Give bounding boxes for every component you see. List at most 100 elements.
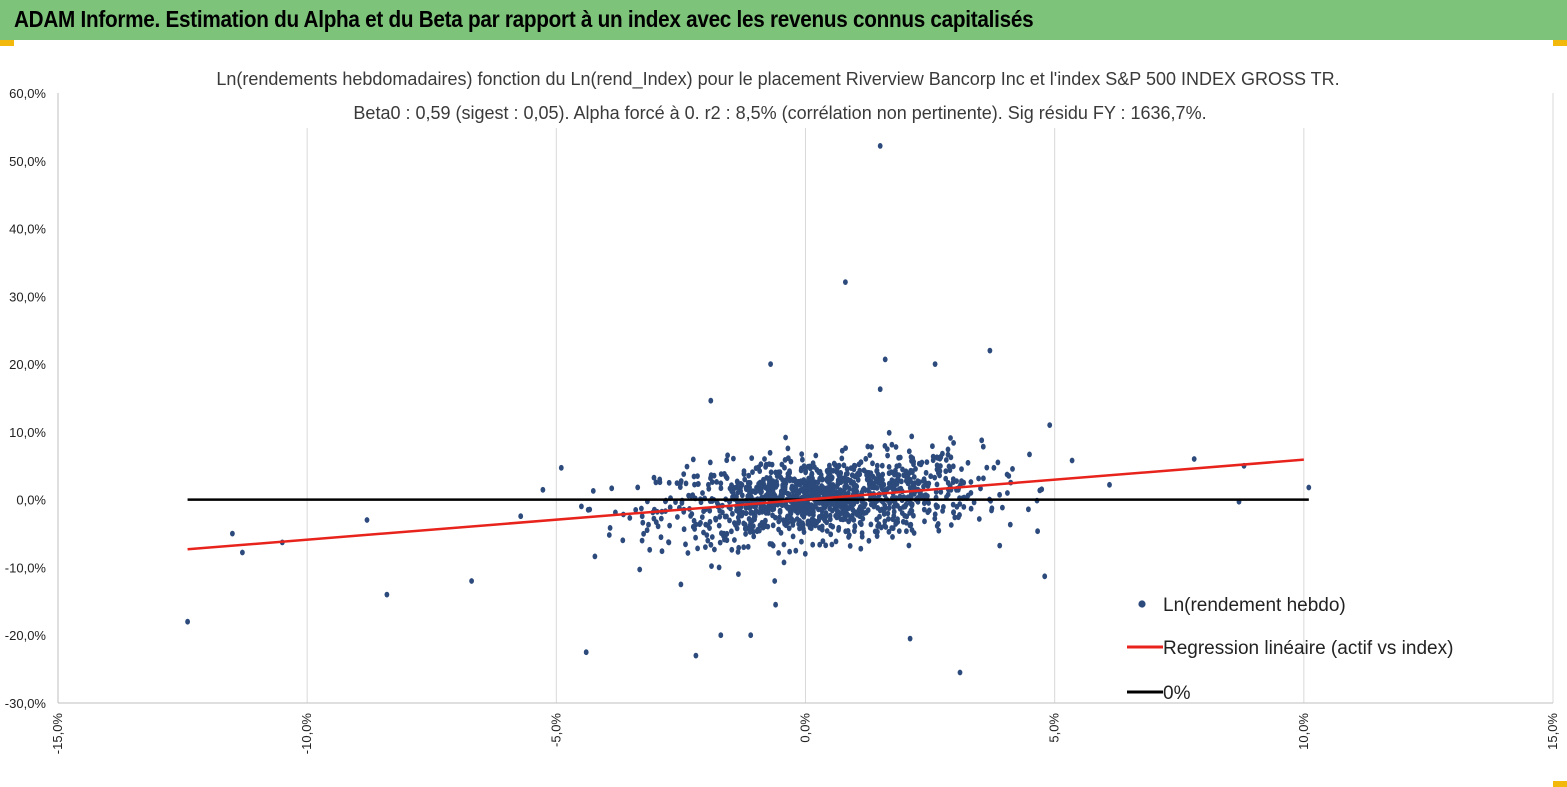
corner-accent-left (0, 40, 14, 46)
data-point (866, 469, 872, 476)
data-point (735, 549, 741, 555)
data-point (1306, 484, 1312, 491)
data-point (943, 468, 949, 475)
data-point (997, 542, 1003, 549)
data-point (583, 649, 589, 656)
data-point (830, 467, 836, 474)
data-point (968, 479, 974, 485)
data-point (810, 541, 816, 548)
data-point (987, 347, 993, 354)
data-point (957, 669, 963, 676)
data-point (1010, 466, 1015, 472)
data-point (878, 475, 883, 482)
data-point (847, 543, 853, 549)
data-point (695, 545, 700, 552)
chart-title-line1: Ln(rendements hebdomadaires) fonction du… (216, 69, 1339, 90)
data-point (639, 513, 645, 520)
data-point (772, 578, 778, 584)
data-point (678, 480, 683, 487)
data-point (926, 480, 932, 487)
data-point (845, 470, 850, 477)
data-point (934, 462, 940, 469)
data-point (802, 550, 808, 557)
data-point (874, 533, 880, 539)
data-point (590, 488, 596, 494)
data-point (693, 652, 699, 659)
data-point (579, 503, 584, 510)
data-point (821, 515, 827, 522)
data-point (859, 533, 865, 540)
data-point (743, 525, 748, 532)
data-point (816, 486, 822, 493)
data-point (635, 484, 641, 491)
y-tick-label: 10,0% (9, 425, 46, 440)
data-point (906, 542, 912, 549)
data-point (1069, 457, 1075, 464)
data-point (820, 538, 826, 544)
data-point (1191, 456, 1197, 462)
data-point (921, 483, 926, 490)
data-point (805, 463, 811, 470)
data-point (836, 462, 842, 469)
data-point (763, 517, 768, 524)
data-point (837, 472, 843, 479)
data-point (954, 503, 960, 510)
data-point (950, 501, 956, 508)
data-point (759, 488, 764, 495)
data-point (706, 481, 711, 488)
data-point (384, 591, 390, 598)
data-point (692, 481, 697, 488)
data-point (627, 515, 633, 521)
data-point (659, 548, 665, 555)
data-point (886, 516, 891, 522)
data-point (667, 522, 672, 529)
data-point (913, 466, 918, 472)
data-point (558, 464, 564, 471)
data-point (709, 534, 715, 540)
data-point (639, 537, 645, 544)
data-point (772, 514, 778, 521)
data-point (640, 519, 646, 526)
data-point (751, 533, 757, 540)
data-point (741, 520, 747, 527)
data-point (607, 525, 613, 531)
data-point (907, 476, 913, 483)
data-point (793, 547, 799, 554)
data-point (909, 433, 915, 440)
data-point (230, 530, 235, 537)
report-title: ADAM Informe. Estimation du Alpha et du … (14, 6, 1034, 32)
data-point (877, 143, 883, 149)
data-point (959, 466, 964, 472)
data-point (813, 452, 819, 459)
data-point (812, 484, 818, 490)
data-point (866, 537, 872, 544)
data-point (585, 506, 591, 513)
data-point (734, 478, 740, 485)
data-point (921, 506, 927, 513)
data-point (1107, 481, 1112, 488)
data-point (768, 469, 774, 476)
data-point (747, 523, 753, 530)
data-point (667, 504, 673, 511)
data-point (857, 519, 863, 526)
x-tick-label: 0,0% (798, 713, 813, 743)
x-tick-label: -10,0% (299, 713, 314, 755)
x-tick-label: 15,0% (1545, 713, 1560, 750)
data-point (930, 443, 935, 450)
points-layer (185, 143, 1312, 676)
data-point (790, 533, 796, 540)
data-point (742, 476, 748, 483)
data-point (903, 478, 909, 484)
data-point (681, 526, 687, 533)
data-point (540, 486, 546, 493)
data-point (991, 464, 997, 471)
data-point (928, 473, 934, 480)
data-point (889, 525, 895, 531)
data-point (826, 478, 831, 485)
data-point (856, 506, 862, 513)
data-point (869, 444, 874, 450)
data-point (782, 483, 788, 489)
data-point (786, 525, 792, 532)
data-point (364, 517, 370, 523)
data-point (774, 482, 780, 488)
